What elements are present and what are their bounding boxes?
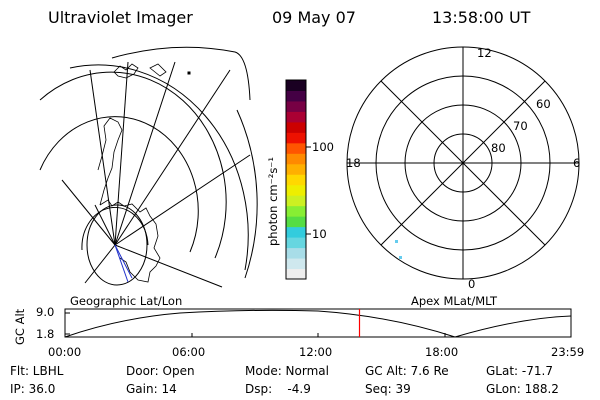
info-glon: GLon: 188.2 bbox=[486, 382, 559, 396]
colorbar-unit-label: photon cm⁻²s⁻¹ bbox=[266, 157, 280, 246]
mlt-12-label: 12 bbox=[477, 46, 492, 60]
info-filter: Flt: LBHL bbox=[10, 364, 64, 378]
meridian-9 bbox=[114, 69, 231, 246]
colorbar-label-100: 100 bbox=[312, 140, 334, 154]
altitude-plot-frame bbox=[64, 308, 572, 338]
lat-70-label: 70 bbox=[513, 119, 528, 133]
aurora-pixel-1 bbox=[395, 240, 398, 243]
colorbar-band bbox=[286, 111, 306, 123]
lat-ring-3 bbox=[39, 71, 227, 259]
earth-limb bbox=[111, 46, 251, 101]
geographic-panel-label: Geographic Lat/Lon bbox=[70, 294, 183, 308]
info-dsp: Dsp: -4.9 bbox=[245, 382, 311, 396]
colorbar-band bbox=[286, 100, 306, 112]
info-gain: Gain: 14 bbox=[126, 382, 177, 396]
lat-ring-4 bbox=[69, 64, 249, 271]
altitude-plot bbox=[64, 308, 572, 338]
colorbar-band bbox=[286, 205, 306, 217]
footpoint-line-2 bbox=[114, 244, 129, 283]
meridian-5 bbox=[94, 204, 116, 246]
mlt-6-label: 6 bbox=[573, 156, 581, 170]
island-dot bbox=[187, 71, 191, 75]
xtick-label-2359: 23:59 bbox=[551, 345, 585, 359]
colorbar-band bbox=[286, 142, 306, 154]
aurora-pixel-2 bbox=[399, 256, 402, 259]
instrument-title: Ultraviolet Imager bbox=[48, 8, 193, 27]
info-seq: Seq: 39 bbox=[365, 382, 411, 396]
polar-diag-2 bbox=[380, 80, 546, 246]
info-gc-alt: GC Alt: 7.6 Re bbox=[365, 364, 449, 378]
meridian-2 bbox=[114, 244, 223, 288]
date-label: 09 May 07 bbox=[272, 8, 356, 27]
colorbar-band bbox=[286, 247, 306, 259]
altitude-ylabel: GC Alt bbox=[13, 308, 27, 345]
coastline-north bbox=[113, 63, 167, 79]
info-door: Door: Open bbox=[126, 364, 195, 378]
colorbar-frame bbox=[285, 79, 307, 280]
meridian-4 bbox=[61, 179, 116, 246]
colorbar-band bbox=[286, 195, 306, 207]
meridian-3 bbox=[84, 244, 116, 284]
colorbar-band bbox=[286, 80, 306, 91]
xtick-label-1200: 12:00 bbox=[299, 345, 333, 359]
lat-ring-2 bbox=[39, 116, 199, 253]
polar-plot bbox=[346, 46, 580, 280]
meridian-7 bbox=[114, 61, 129, 246]
altitude-curve bbox=[64, 309, 572, 338]
info-mode: Mode: Normal bbox=[245, 364, 329, 378]
colorbar-band bbox=[286, 216, 306, 228]
info-ip: IP: 36.0 bbox=[10, 382, 56, 396]
coastline-antarctica bbox=[99, 199, 161, 283]
lat-ring-5 bbox=[236, 109, 258, 279]
colorbar-band bbox=[286, 90, 306, 102]
altitude-ymin: 1.8 bbox=[36, 327, 55, 341]
meridian-6 bbox=[89, 69, 116, 246]
colorbar-band bbox=[286, 258, 306, 270]
colorbar-band bbox=[286, 163, 306, 175]
meridian-8 bbox=[114, 61, 176, 246]
altitude-ymax: 9.0 bbox=[36, 305, 55, 319]
footpoint-line-1 bbox=[114, 244, 133, 279]
colorbar-band bbox=[286, 132, 306, 144]
mlt-18-label: 18 bbox=[346, 156, 361, 170]
colorbar-band bbox=[286, 174, 306, 186]
colorbar-band bbox=[286, 184, 306, 196]
mlt-0-label: 0 bbox=[468, 277, 476, 291]
lat-60-label: 60 bbox=[536, 97, 551, 111]
colorbar-band bbox=[286, 237, 306, 249]
geographic-map bbox=[39, 46, 258, 288]
apex-panel-label: Apex MLat/MLT bbox=[411, 294, 498, 308]
colorbar-band bbox=[286, 153, 306, 165]
colorbar-band bbox=[286, 226, 306, 238]
colorbar-band bbox=[286, 268, 306, 280]
coastline-peninsula bbox=[97, 117, 123, 206]
lat-80-label: 80 bbox=[491, 141, 506, 155]
time-label: 13:58:00 UT bbox=[432, 8, 531, 27]
xtick-label-0600: 06:00 bbox=[172, 345, 206, 359]
xtick-label-0000: 00:00 bbox=[48, 345, 82, 359]
xtick-label-1800: 18:00 bbox=[425, 345, 459, 359]
meridian-1 bbox=[114, 154, 251, 246]
info-glat: GLat: -71.7 bbox=[486, 364, 553, 378]
colorbar-label-10: 10 bbox=[312, 227, 327, 241]
lat-ring-oval bbox=[86, 204, 148, 286]
colorbar-band bbox=[286, 121, 306, 133]
colorbar bbox=[286, 80, 306, 280]
